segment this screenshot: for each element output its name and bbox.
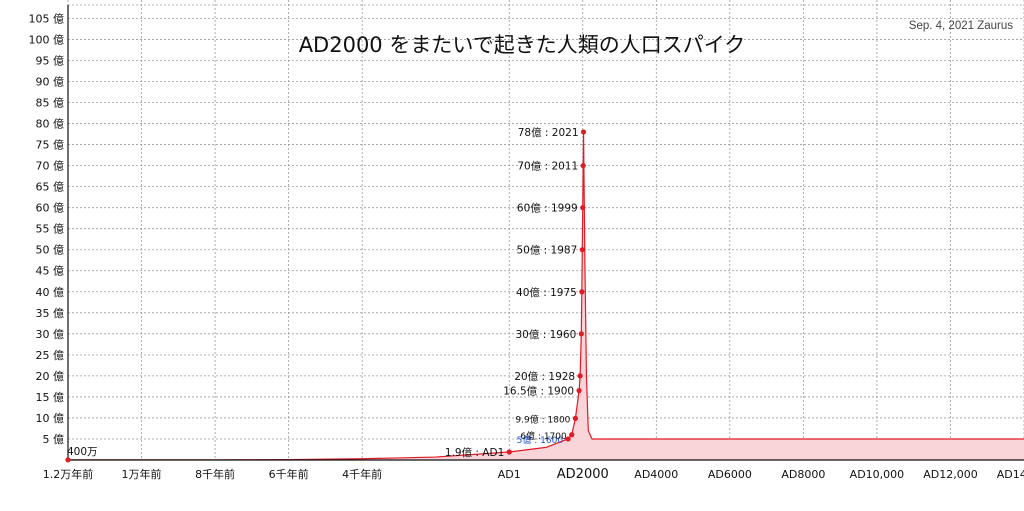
data-markers [65, 129, 587, 463]
gridlines [67, 0, 1024, 460]
data-point [565, 436, 571, 442]
x-tick-label: 4千年前 [342, 467, 382, 481]
data-point [576, 388, 582, 394]
data-label: 78億 : 2021 [518, 126, 579, 139]
data-point [580, 163, 586, 169]
x-tick-label: 1万年前 [122, 467, 162, 481]
y-tick-label: 30 億 [36, 328, 65, 341]
x-tick-label: 6千年前 [269, 467, 309, 481]
data-label: 400万 [67, 446, 98, 458]
data-point [506, 449, 512, 455]
y-tick-label: 95 億 [36, 54, 65, 67]
x-tick-label: AD12,000 [923, 468, 977, 481]
population-line [67, 131, 1024, 461]
y-tick-label: 35 億 [36, 307, 65, 320]
data-point [579, 247, 585, 253]
data-label: 70億 : 2011 [517, 160, 578, 173]
y-tick-label: 55 億 [36, 223, 65, 236]
y-tick-labels: 5 億 10 億 15 億 20 億 25 億 30 億 35 億 40 億 45 億 50 億 5… [29, 12, 65, 446]
data-point [580, 129, 587, 135]
data-point [569, 432, 575, 438]
x-tick-label: 1.2万年前 [43, 467, 94, 481]
x-tick-label: AD1 [498, 468, 521, 481]
y-tick-label: 50 億 [36, 244, 65, 257]
x-tick-label: AD6000 [708, 468, 752, 481]
y-tick-label: 15 億 [36, 391, 65, 404]
y-tick-label: 105 億 [29, 12, 65, 25]
y-tick-label: 90 億 [36, 75, 65, 88]
data-label: 20億 : 1928 [514, 370, 575, 383]
data-label: 1.9億 : AD1 [445, 446, 504, 459]
data-label: 40億 : 1975 [516, 286, 577, 299]
y-tick-label: 45 億 [36, 265, 65, 278]
data-label: 30億 : 1960 [516, 328, 577, 341]
axes [67, 5, 1024, 461]
data-label: 50億 : 1987 [516, 244, 577, 257]
x-tick-label: 8千年前 [195, 467, 235, 481]
chart-title: AD2000 をまたいで起きた人類の人口スパイク [299, 33, 746, 57]
data-point [579, 289, 585, 295]
y-tick-label: 80 億 [36, 118, 65, 131]
data-point [572, 415, 579, 421]
data-point [65, 457, 71, 463]
x-tick-label: AD8000 [781, 468, 825, 481]
data-label: 6億 : 1700 [520, 430, 567, 442]
y-tick-label: 85 億 [36, 97, 65, 110]
x-tick-label: AD10,000 [850, 468, 904, 481]
data-label: 9.9億 : 1800 [515, 413, 570, 425]
y-tick-label: 20 億 [36, 370, 65, 383]
population-area [67, 131, 1024, 461]
data-point [580, 205, 586, 211]
x-tick-label: AD4000 [634, 468, 678, 481]
y-tick-label: 5 億 [43, 433, 65, 446]
data-point [578, 331, 584, 337]
y-tick-label: 25 億 [36, 349, 65, 362]
x-tick-labels: 1.2万年前 1万年前 8千年前 6千年前 4千年前 AD1 AD2000 AD4000 AD6… [43, 467, 1024, 482]
y-tick-label: 65 億 [36, 181, 65, 194]
x-tick-label: AD2000 [557, 467, 609, 482]
y-tick-label: 10 億 [36, 412, 65, 425]
y-tick-label: 40 億 [36, 286, 65, 299]
data-point [577, 373, 583, 379]
x-tick-label: AD14,000 [997, 468, 1024, 481]
y-tick-label: 100 億 [29, 33, 65, 46]
data-label: 5億 : 1600 [517, 434, 564, 446]
data-label: 16.5億 : 1900 [503, 385, 574, 398]
y-tick-label: 60 億 [36, 202, 65, 215]
y-tick-label: 70 億 [36, 160, 65, 173]
chart-credit: Sep. 4, 2021 Zaurus [909, 20, 1013, 32]
y-tick-label: 75 億 [36, 139, 65, 152]
data-label: 60億 : 1999 [517, 202, 578, 215]
